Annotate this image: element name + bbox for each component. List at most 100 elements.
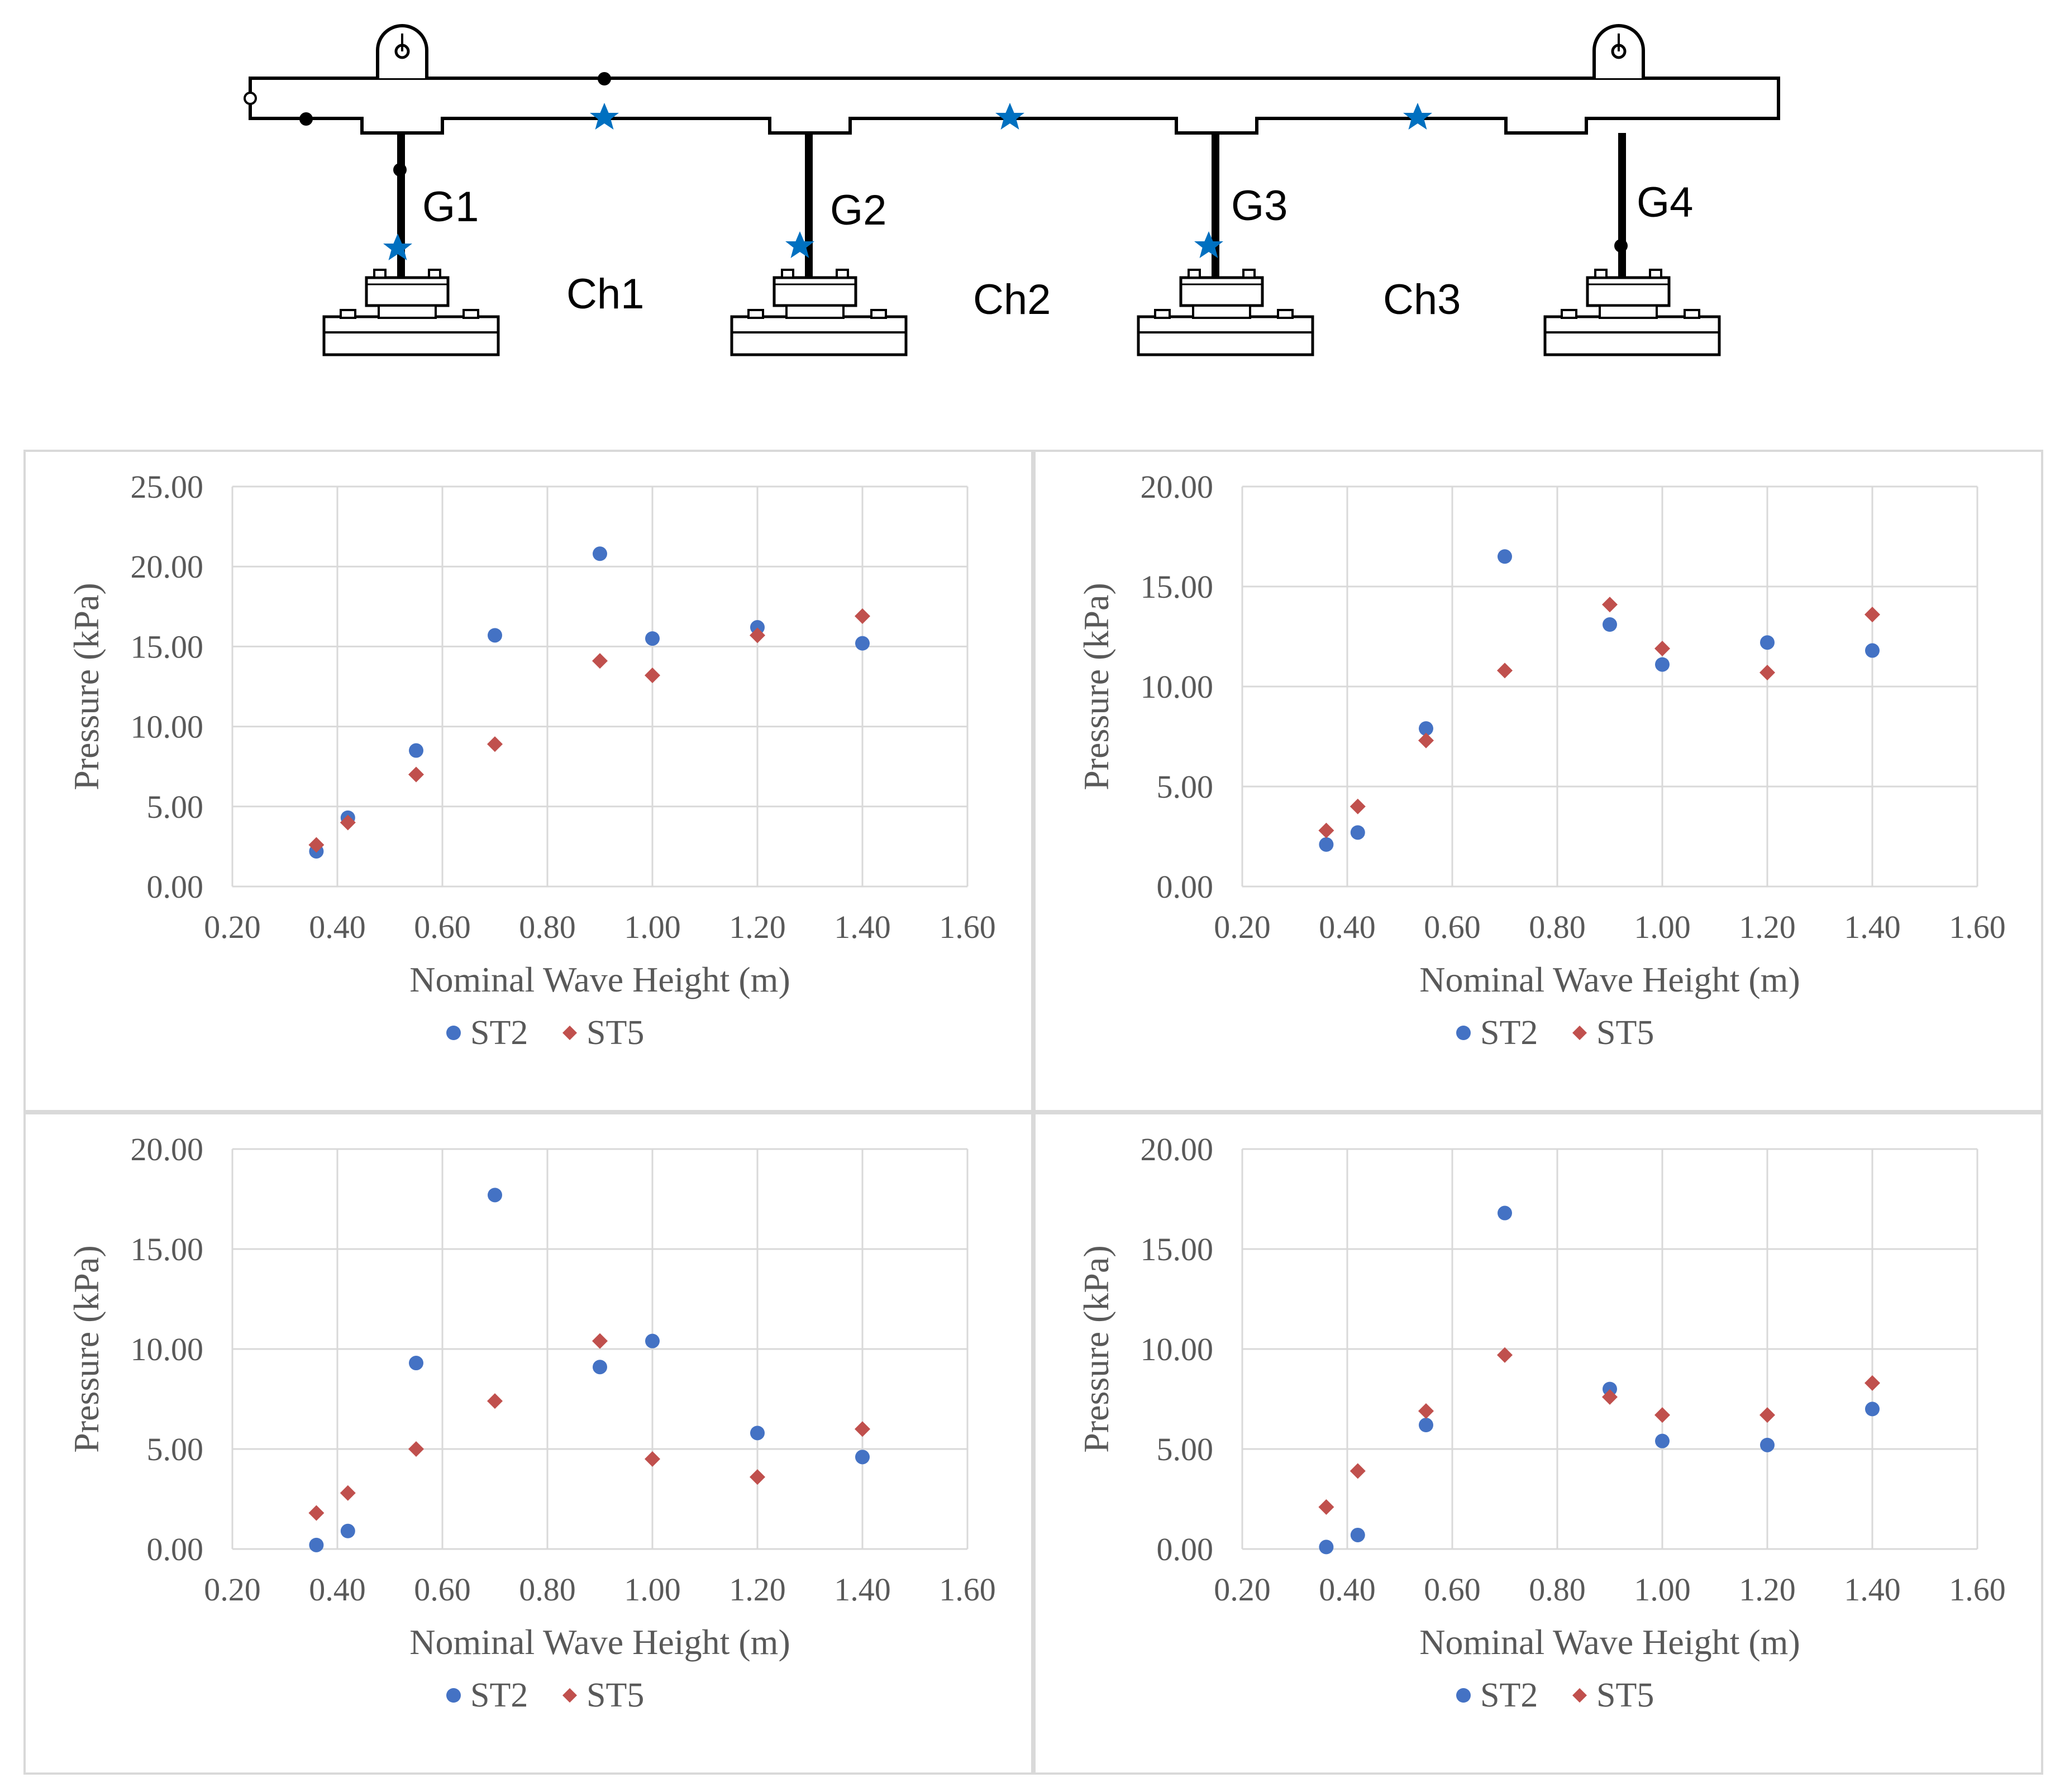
chamber-label-ch2: Ch2 bbox=[973, 276, 1051, 323]
x-tick-label: 0.60 bbox=[1424, 909, 1481, 945]
data-point-st5 bbox=[340, 814, 356, 831]
data-point-st2 bbox=[1603, 617, 1617, 632]
x-tick-label: 1.40 bbox=[1844, 909, 1901, 945]
data-point-st2 bbox=[1350, 1527, 1365, 1542]
data-point-st5 bbox=[1602, 1389, 1618, 1405]
data-point-st2 bbox=[340, 1523, 355, 1538]
data-point-st2 bbox=[1350, 825, 1365, 840]
lifting-lug-right bbox=[1592, 24, 1645, 78]
data-point-st2 bbox=[1865, 643, 1880, 658]
data-point-st2 bbox=[855, 636, 870, 651]
data-point-st5 bbox=[1497, 663, 1513, 679]
x-tick-label: 1.00 bbox=[1634, 909, 1691, 945]
y-tick-label: 20.00 bbox=[131, 549, 204, 585]
data-point-st2 bbox=[750, 620, 765, 635]
x-tick-label: 1.60 bbox=[939, 909, 996, 945]
y-tick-label: 10.00 bbox=[1141, 1331, 1214, 1367]
data-point-st2 bbox=[1319, 837, 1334, 852]
y-tick-label: 20.00 bbox=[1141, 1131, 1214, 1167]
data-point-st2 bbox=[855, 1450, 870, 1465]
legend-label-st2: ST2 bbox=[470, 1676, 528, 1714]
data-point-st2 bbox=[488, 1188, 502, 1203]
chart-panel-bottom-left: 0.20 0.40 0.60 0.80 1.00 1.20 1.40 1.60 0.00 5.00… bbox=[23, 1112, 1033, 1775]
data-point-st5 bbox=[1865, 1375, 1880, 1391]
x-tick-label: 1.20 bbox=[1739, 909, 1796, 945]
data-point-st2 bbox=[1655, 657, 1670, 672]
x-tick-label: 0.20 bbox=[1214, 1571, 1271, 1608]
x-tick-label: 0.40 bbox=[309, 909, 366, 945]
data-point-st2 bbox=[593, 546, 607, 561]
data-point-st5 bbox=[645, 1451, 660, 1467]
y-tick-label: 5.00 bbox=[1157, 769, 1214, 805]
x-tick-label: 1.20 bbox=[1739, 1571, 1796, 1608]
data-point-st2 bbox=[1655, 1433, 1670, 1448]
data-point-st2 bbox=[409, 1356, 423, 1371]
y-tick-label: 0.00 bbox=[1157, 869, 1214, 905]
girder-label-g4: G4 bbox=[1637, 179, 1693, 226]
data-point-st2 bbox=[1498, 1205, 1512, 1221]
x-axis-title: Nominal Wave Height (m) bbox=[409, 960, 790, 999]
data-point-st5 bbox=[592, 1333, 608, 1349]
x-tick-label: 1.40 bbox=[834, 1571, 891, 1608]
y-axis-title: Pressure (kPa) bbox=[66, 583, 106, 790]
data-point-st5 bbox=[1318, 822, 1334, 838]
data-point-st2 bbox=[1498, 549, 1512, 564]
data-point-st5 bbox=[308, 1505, 325, 1521]
data-point-st5 bbox=[1865, 607, 1880, 623]
pressure-sensor-star-icon bbox=[785, 231, 814, 258]
pressure-sensor-star-icon bbox=[995, 103, 1024, 130]
chart-panel-bottom-right: 0.20 0.40 0.60 0.80 1.00 1.20 1.40 1.60 0.00 5.00… bbox=[1033, 1112, 2043, 1775]
data-point-st5 bbox=[855, 608, 870, 624]
data-point-st2 bbox=[488, 628, 502, 643]
y-tick-label: 10.00 bbox=[131, 1331, 204, 1367]
data-point-st5 bbox=[408, 766, 424, 783]
y-tick-label: 20.00 bbox=[131, 1131, 204, 1167]
x-tick-label: 0.20 bbox=[1214, 909, 1271, 945]
scatter-chart: 0.20 0.40 0.60 0.80 1.00 1.20 1.40 1.60 0.00 5.00… bbox=[1076, 1131, 2006, 1714]
y-tick-label: 15.00 bbox=[131, 1231, 204, 1267]
y-tick-label: 25.00 bbox=[131, 469, 204, 505]
chamber-label-ch1: Ch1 bbox=[566, 270, 644, 318]
sensor-dot-open bbox=[244, 92, 257, 105]
data-point-st2 bbox=[1319, 1540, 1334, 1555]
x-tick-label: 1.20 bbox=[729, 1571, 786, 1608]
pressure-sensor-star-icon bbox=[383, 233, 412, 260]
data-point-st2 bbox=[1419, 1418, 1433, 1433]
data-point-st5 bbox=[487, 736, 503, 752]
legend-marker-st5 bbox=[562, 1026, 577, 1040]
scatter-chart: 0.20 0.40 0.60 0.80 1.00 1.20 1.40 1.60 0.00 5.00… bbox=[66, 1131, 996, 1714]
data-point-st2 bbox=[1419, 721, 1433, 736]
x-tick-label: 1.00 bbox=[1634, 1571, 1691, 1608]
legend-marker-st2 bbox=[1456, 1688, 1471, 1703]
pressure-sensor-star-icon bbox=[590, 103, 619, 130]
data-point-st5 bbox=[1602, 597, 1618, 613]
data-point-st5 bbox=[1654, 640, 1670, 656]
sensor-dot bbox=[1614, 239, 1628, 252]
x-tick-label: 0.80 bbox=[519, 909, 576, 945]
y-tick-label: 0.00 bbox=[147, 869, 204, 905]
y-tick-label: 20.00 bbox=[1141, 469, 1214, 505]
x-tick-label: 0.80 bbox=[519, 1571, 576, 1608]
x-tick-label: 0.80 bbox=[1529, 1571, 1586, 1608]
x-axis-title: Nominal Wave Height (m) bbox=[409, 1622, 790, 1662]
legend-marker-st5 bbox=[1572, 1688, 1587, 1703]
data-point-st5 bbox=[1759, 664, 1775, 680]
girder-label-g2: G2 bbox=[830, 187, 886, 234]
x-tick-label: 1.00 bbox=[624, 1571, 681, 1608]
legend-label-st2: ST2 bbox=[1480, 1676, 1538, 1714]
scatter-chart: 0.20 0.40 0.60 0.80 1.00 1.20 1.40 1.60 0.00 5.00… bbox=[66, 469, 996, 1052]
lifting-lug-left bbox=[376, 24, 428, 78]
scatter-chart: 0.20 0.40 0.60 0.80 1.00 1.20 1.40 1.60 0.00 5.00… bbox=[1076, 469, 2006, 1052]
legend-label-st5: ST5 bbox=[1596, 1676, 1654, 1714]
legend-label-st2: ST2 bbox=[470, 1014, 528, 1052]
legend-label-st5: ST5 bbox=[586, 1014, 644, 1052]
data-point-st5 bbox=[855, 1421, 870, 1437]
x-tick-label: 0.40 bbox=[1319, 1571, 1376, 1608]
pressure-sensor-star-icon bbox=[1194, 231, 1223, 258]
data-point-st2 bbox=[309, 1537, 324, 1552]
chart-panel-top-left: 0.20 0.40 0.60 0.80 1.00 1.20 1.40 1.60 0.00 5.00… bbox=[23, 450, 1033, 1112]
x-axis-title: Nominal Wave Height (m) bbox=[1419, 1622, 1800, 1662]
data-point-st5 bbox=[750, 627, 765, 644]
deck-beam bbox=[249, 77, 1780, 135]
data-point-st5 bbox=[592, 653, 608, 669]
